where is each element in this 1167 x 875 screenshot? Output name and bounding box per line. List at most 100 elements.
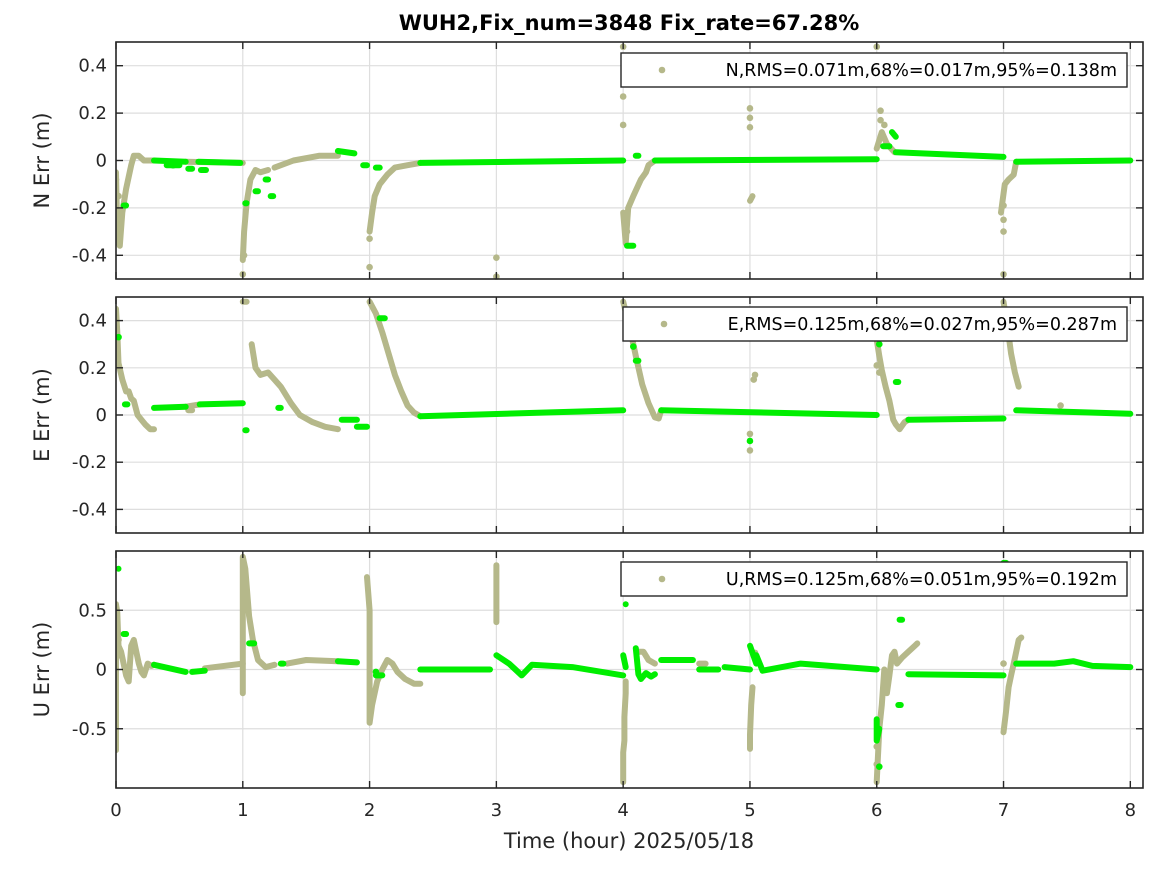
float-series-run	[239, 553, 278, 697]
legend-box	[620, 52, 1128, 88]
y-tick-label: 0.4	[78, 311, 107, 332]
float-series-run	[364, 574, 424, 726]
float-series-run	[366, 159, 424, 235]
fixed-series-run	[334, 658, 360, 666]
float-point	[1057, 402, 1064, 409]
y-tick-label: -0.2	[72, 452, 107, 473]
legend-box	[622, 306, 1128, 342]
panel-e: -0.4 -0.2 0 0.2 0.4 E Err (m) E,RMS=0.125m,68%…	[30, 296, 1144, 534]
fixed-series-run	[151, 403, 189, 411]
float-point	[116, 192, 122, 200]
y-axis-label: N Err (m)	[30, 112, 54, 208]
y-tick-label: 0	[96, 660, 107, 681]
float-point	[881, 121, 888, 129]
float-point	[240, 252, 248, 259]
fixed-series-run	[196, 400, 246, 408]
float-series-run	[620, 678, 629, 786]
x-tick-label: 1	[237, 800, 248, 821]
float-series-run	[284, 657, 341, 667]
x-tick-label: 4	[617, 800, 628, 821]
fixed-series-run	[151, 661, 189, 675]
float-point	[619, 93, 627, 100]
float-point	[1000, 216, 1007, 224]
float-point	[1000, 660, 1007, 667]
float-series-run	[998, 158, 1020, 216]
float-point	[746, 105, 754, 112]
float-series-run-group	[116, 298, 1022, 433]
float-point	[116, 651, 124, 659]
fixed-series-run	[905, 671, 1007, 679]
float-series-run	[248, 341, 341, 433]
float-point	[746, 447, 754, 454]
panel-u: -0.5 0 0.5 U Err (m) U,RMS=0.125m,68%=0.051m…	[30, 550, 1144, 789]
y-tick-label: -0.2	[72, 198, 107, 219]
fixed-series-run	[873, 716, 883, 744]
fixed-point	[372, 668, 380, 676]
x-tick-label: 0	[110, 800, 121, 821]
float-series-run-group	[116, 553, 1025, 786]
fixed-series-run	[632, 645, 658, 682]
fixed-series-run	[195, 158, 244, 166]
float-point	[1000, 202, 1007, 209]
y-tick-label: 0.4	[78, 56, 107, 77]
float-series-run	[239, 167, 272, 263]
legend-label: N,RMS=0.071m,68%=0.017m,95%=0.138m	[726, 61, 1117, 81]
float-point	[1000, 228, 1007, 235]
float-point	[116, 176, 120, 183]
fixed-series-run	[189, 667, 208, 675]
x-tick-label: 8	[1125, 800, 1136, 821]
float-point	[877, 116, 884, 124]
float-series-run	[747, 193, 756, 204]
fixed-series-run-group	[121, 315, 1134, 434]
data-layer	[116, 43, 1134, 280]
fixed-series-run	[889, 129, 899, 140]
fixed-point	[875, 340, 883, 348]
float-point	[493, 254, 500, 261]
float-point	[873, 743, 881, 750]
x-tick-label: 3	[491, 800, 502, 821]
panel-n: -0.4 -0.2 0 0.2 0.4 N Err (m) N,RMS=0.071m,68%…	[30, 41, 1144, 280]
float-point	[116, 216, 124, 224]
y-axis-label: E Err (m)	[30, 368, 54, 462]
y-tick-label: 0.2	[78, 103, 107, 124]
fixed-series-run	[1013, 658, 1134, 671]
fixed-series-run	[905, 415, 1007, 423]
fixed-series-run	[493, 652, 627, 679]
float-series-run	[873, 640, 921, 786]
fixed-point	[116, 333, 122, 341]
tick-marks	[115, 551, 1143, 788]
x-tick-label: 6	[871, 800, 882, 821]
float-point	[623, 228, 631, 235]
float-point-group	[746, 362, 1064, 454]
float-series-run	[116, 601, 157, 754]
fixed-point	[746, 437, 754, 445]
fixed-point	[169, 161, 177, 169]
float-series-run	[271, 152, 341, 171]
float-point	[619, 121, 627, 129]
fixed-series-run	[620, 652, 629, 671]
data-layer	[116, 298, 1134, 454]
float-point	[746, 114, 754, 122]
fixed-series-run	[721, 664, 753, 673]
y-tick-label: -0.4	[72, 499, 107, 520]
legend-label: U,RMS=0.125m,68%=0.051m,95%=0.192m	[726, 570, 1117, 590]
tick-marks	[115, 42, 1143, 279]
float-point	[875, 369, 883, 376]
y-tick-label: 0.5	[78, 600, 107, 621]
legend-box	[620, 561, 1128, 597]
fixed-series-run	[651, 156, 880, 164]
chart-title: WUH2,Fix_num=3848 Fix_rate=67.28%	[399, 11, 860, 35]
float-series-run	[635, 648, 658, 667]
x-tick-label: 7	[998, 800, 1009, 821]
fixed-point-group	[372, 668, 883, 770]
float-series-run	[873, 336, 912, 433]
fixed-series-run	[417, 407, 627, 420]
y-tick-label: 0	[96, 151, 107, 172]
fixed-series-run	[658, 407, 880, 418]
y-axis-label: U Err (m)	[30, 622, 54, 718]
x-tick-label: 2	[364, 800, 375, 821]
fixed-series-run	[753, 652, 880, 674]
y-tick-label: 0.2	[78, 358, 107, 379]
y-tick-label: -0.5	[72, 719, 107, 740]
fixed-series-run-group	[120, 129, 1134, 249]
